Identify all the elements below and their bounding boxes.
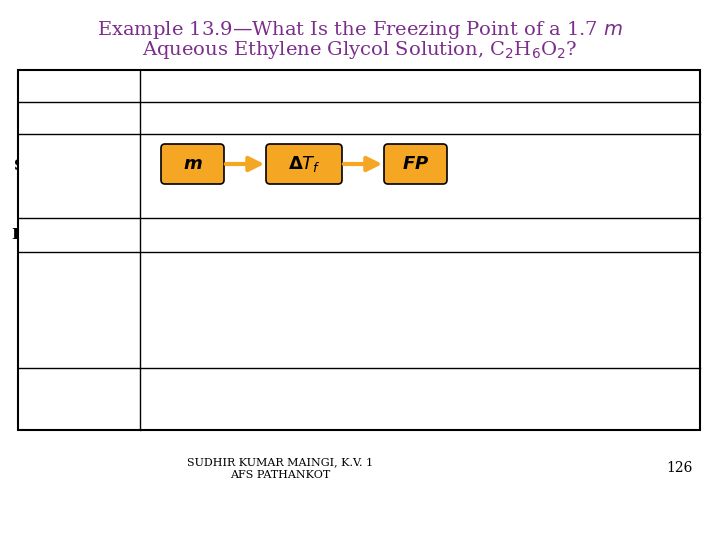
Text: Example 13.9—What Is the Freezing Point of a 1.7 $m$: Example 13.9—What Is the Freezing Point …	[97, 19, 623, 41]
Text: Solve:: Solve:	[83, 298, 134, 312]
FancyBboxPatch shape	[266, 144, 342, 184]
Text: $FP_{\mathrm{sol'n}} = -3.2\,°\mathrm{C}$: $FP_{\mathrm{sol'n}} = -3.2\,°\mathrm{C}…	[390, 344, 505, 360]
Text: Find:: Find:	[90, 111, 134, 125]
Text: $0.00\,°\mathrm{C} - FP_{\mathrm{sol'n}} = 3.2\,°\mathrm{C}$: $0.00\,°\mathrm{C} - FP_{\mathrm{sol'n}}…	[390, 304, 554, 320]
Text: $\boldsymbol{\Delta T_f}$: $\boldsymbol{\Delta T_f}$	[287, 154, 320, 174]
Text: $\Delta T_f = 3.2\,°\mathrm{C}$: $\Delta T_f = 3.2\,°\mathrm{C}$	[170, 344, 251, 360]
Text: $\Delta T_f = m\bullet K_f$: $\Delta T_f = m\bullet K_f$	[170, 185, 244, 200]
Text: $\Delta T_f = m\bullet K_{f,\mathrm{H_2O}}$: $\Delta T_f = m\bullet K_{f,\mathrm{H_2O…	[155, 265, 260, 283]
Text: The unit is correct, the freezing point being lower: The unit is correct, the freezing point …	[150, 382, 537, 396]
Text: Relationships:: Relationships:	[12, 228, 134, 242]
Text: Aqueous Ethylene Glycol Solution, C$_2$H$_6$O$_2$?: Aqueous Ethylene Glycol Solution, C$_2$H…	[143, 39, 577, 61]
Text: $\boldsymbol{m}$: $\boldsymbol{m}$	[183, 155, 202, 173]
Text: $\Delta T_f = m\cdot K_f$   $K_f$ for H$_2$O = 1.86 °C/$m$,  $FP_{\rm H_2O}$ = 0: $\Delta T_f = m\cdot K_f$ $K_f$ for H$_2…	[150, 226, 526, 245]
Text: $FP_{\mathrm{H_2O}} - FP_{\mathrm{sol'n}} = \Delta T_f$: $FP_{\mathrm{H_2O}} - FP_{\mathrm{sol'n}…	[390, 265, 524, 283]
FancyBboxPatch shape	[161, 144, 224, 184]
Text: SUDHIR KUMAR MAINGI, K.V. 1: SUDHIR KUMAR MAINGI, K.V. 1	[187, 457, 373, 467]
Text: Check:: Check:	[76, 392, 134, 406]
Text: Given:: Given:	[80, 79, 134, 93]
Text: than the normal freezing point makes sense.: than the normal freezing point makes sen…	[150, 402, 495, 416]
Text: $= (1.7\ m)\!\left(1.86\,\dfrac{°\mathrm{C}}{m}\right)$: $= (1.7\ m)\!\left(1.86\,\dfrac{°\mathrm…	[165, 299, 295, 326]
Text: $\boldsymbol{FP}$: $\boldsymbol{FP}$	[402, 155, 429, 173]
Text: 126: 126	[667, 461, 693, 475]
Text: $T_f$, °C: $T_f$, °C	[150, 109, 194, 127]
FancyBboxPatch shape	[18, 70, 700, 430]
Text: AFS PATHANKOT: AFS PATHANKOT	[230, 470, 330, 480]
Text: $FP_{\rm solv} - FP_{\rm sol'n} = \Delta T$: $FP_{\rm solv} - FP_{\rm sol'n} = \Delta…	[275, 185, 392, 200]
Text: Solution Map:: Solution Map:	[14, 159, 134, 173]
FancyBboxPatch shape	[384, 144, 447, 184]
Text: 1.7 $m$ C$_2$H$_6$O$_2$($aq$): 1.7 $m$ C$_2$H$_6$O$_2$($aq$)	[150, 77, 290, 96]
